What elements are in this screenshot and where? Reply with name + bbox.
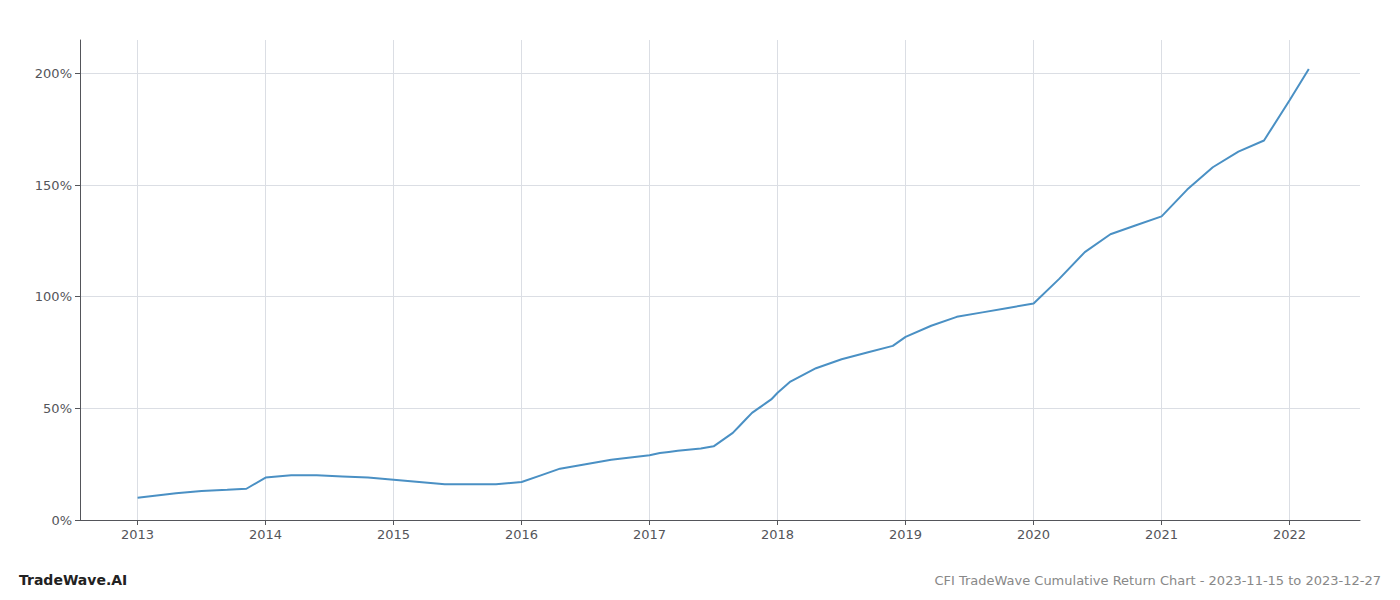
svg-text:TradeWave.AI: TradeWave.AI [19, 572, 127, 588]
svg-text:2013: 2013 [121, 527, 154, 542]
svg-text:150%: 150% [35, 178, 72, 193]
svg-text:2022: 2022 [1273, 527, 1306, 542]
svg-text:100%: 100% [35, 289, 72, 304]
svg-text:2020: 2020 [1017, 527, 1050, 542]
svg-text:0%: 0% [51, 513, 72, 528]
svg-text:200%: 200% [35, 66, 72, 81]
svg-text:2016: 2016 [505, 527, 538, 542]
svg-text:50%: 50% [43, 401, 72, 416]
svg-text:2015: 2015 [377, 527, 410, 542]
svg-text:2017: 2017 [633, 527, 666, 542]
svg-text:2014: 2014 [249, 527, 282, 542]
svg-text:2018: 2018 [761, 527, 794, 542]
svg-text:CFI TradeWave Cumulative Retur: CFI TradeWave Cumulative Return Chart - … [934, 573, 1381, 588]
svg-text:2019: 2019 [889, 527, 922, 542]
svg-text:2021: 2021 [1145, 527, 1178, 542]
